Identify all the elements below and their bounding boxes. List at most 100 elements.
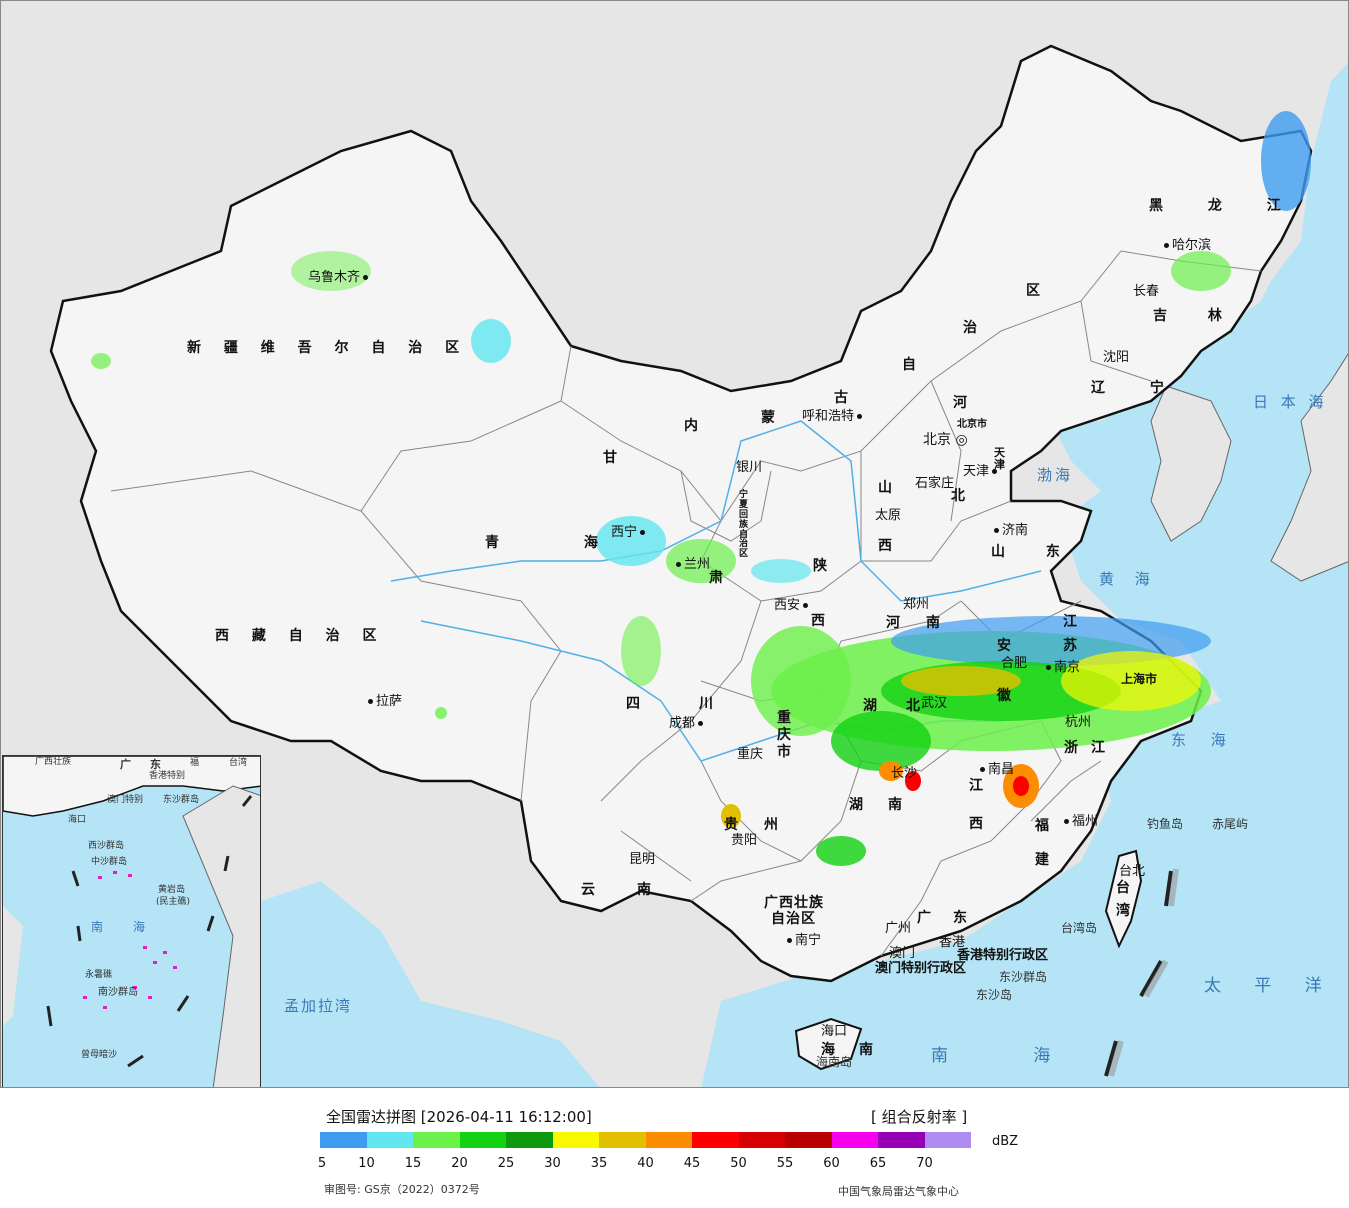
island-label: 台湾岛 xyxy=(1061,921,1098,935)
province-label: 徽 xyxy=(997,688,1020,704)
maritime-boundary-gray xyxy=(1108,868,1179,1077)
city-label: 西安 xyxy=(774,599,811,612)
city-label: 成都 xyxy=(669,717,706,730)
color-swatch xyxy=(459,1132,506,1148)
city-label: 哈尔滨 xyxy=(1161,239,1211,252)
city-label: 南京 xyxy=(1043,661,1080,674)
scale-unit: dBZ xyxy=(992,1134,1019,1149)
sea-label: 南 海 xyxy=(931,1046,1091,1066)
province-label: 辽 宁 xyxy=(1091,380,1184,396)
inset-label: 东 xyxy=(150,758,161,771)
province-label: 青 海 xyxy=(485,535,638,551)
scale-tick-label: 40 xyxy=(637,1156,654,1171)
island-label: 赤尾屿 xyxy=(1212,817,1249,831)
korea-peninsula xyxy=(1150,385,1232,542)
inset-label: 广 xyxy=(120,758,131,771)
special-region-label: 澳门特别行政区 xyxy=(875,961,967,976)
japan xyxy=(1270,353,1348,582)
province-label: 海 xyxy=(821,1042,844,1058)
color-swatch xyxy=(413,1132,460,1148)
province-label: 区 xyxy=(1026,283,1049,299)
data-credit: 中国气象局雷达气象中心 xyxy=(838,1185,959,1198)
province-label: 吉 林 xyxy=(1153,308,1240,324)
city-label: 长春 xyxy=(1133,284,1160,299)
map-approval-number: 审图号: GS京（2022）0372号 xyxy=(324,1183,480,1196)
sea-label: 东 海 xyxy=(1171,731,1236,749)
province-label: 内 xyxy=(684,418,707,434)
province-label: 西 xyxy=(969,816,992,832)
color-swatch xyxy=(785,1132,832,1148)
inset-label: 东沙群岛 xyxy=(163,795,200,805)
island-label: 东沙岛 xyxy=(976,988,1013,1002)
inset-label: 曾母暗沙 xyxy=(81,1050,118,1060)
province-label: 上海市 xyxy=(1121,672,1158,686)
inset-label: 永暑礁 xyxy=(85,970,113,980)
city-label: 武汉 xyxy=(921,696,948,711)
inset-label: 黄岩岛 xyxy=(158,885,186,895)
city-label: 澳门 xyxy=(889,946,916,961)
city-label: 太原 xyxy=(875,508,902,523)
province-label: 广 xyxy=(917,910,940,926)
inset-canvas xyxy=(3,756,260,1087)
island-label: 钓鱼岛 xyxy=(1147,817,1184,831)
city-label: 银川 xyxy=(736,460,763,475)
province-label: 湾 xyxy=(1116,903,1139,919)
city-label: 南宁 xyxy=(784,934,821,947)
color-swatch xyxy=(738,1132,785,1148)
color-swatch xyxy=(366,1132,413,1148)
city-label: 重庆 xyxy=(737,747,764,762)
province-label: 北 xyxy=(951,488,974,504)
island-label: 海南岛 xyxy=(816,1055,853,1069)
inset-label: 海 xyxy=(133,920,146,934)
scale-tick-label: 65 xyxy=(869,1156,887,1171)
province-label: 自治区 xyxy=(771,911,816,927)
province-label: 新 疆 维 吾 尔 自 治 区 xyxy=(187,340,469,356)
color-swatch xyxy=(320,1132,367,1148)
province-label: 古 xyxy=(834,390,857,406)
province-label: 宁夏回族自治区 xyxy=(739,490,749,560)
color-scale-bar xyxy=(320,1132,971,1148)
inset-label: 西沙群岛 xyxy=(88,841,125,851)
province-label: 自 xyxy=(902,357,925,373)
city-label: 呼和浩特 xyxy=(802,410,865,423)
radar-map[interactable]: 新 疆 维 吾 尔 自 治 区 西 藏 自 治 区 青 海 甘 肃 内 蒙 古 … xyxy=(0,0,1349,1088)
province-label: 北 xyxy=(906,698,929,714)
scale-tick-label: 45 xyxy=(683,1156,701,1171)
color-swatch xyxy=(552,1132,599,1148)
product-name: [ 组合反射率 ] xyxy=(871,1108,968,1126)
province-label: 山 xyxy=(878,480,901,496)
province-label: 广西壮族 xyxy=(764,895,824,911)
province-label: 江 xyxy=(1091,740,1114,756)
inset-label: 南 xyxy=(91,920,104,934)
province-label: 川 xyxy=(699,696,722,712)
city-label: 郑州 xyxy=(903,597,930,612)
inset-label: 海口 xyxy=(68,815,87,825)
color-swatch xyxy=(599,1132,646,1148)
province-label: 云 xyxy=(581,882,604,898)
province-label: 东 xyxy=(953,910,976,926)
city-label: 海口 xyxy=(821,1024,848,1039)
city-label: 台北 xyxy=(1119,864,1146,879)
province-label: 江 xyxy=(1063,614,1086,630)
province-label: 苏 xyxy=(1063,638,1086,654)
city-label: 合肥 xyxy=(1001,656,1028,671)
province-label: 湖 xyxy=(849,797,872,813)
sea-area-west xyxy=(261,881,600,1087)
province-label: 河 xyxy=(886,615,909,631)
city-label: 沈阳 xyxy=(1103,350,1130,365)
city-label: 西宁 xyxy=(611,526,648,539)
city-label: 昆明 xyxy=(629,852,656,867)
city-label: 南昌 xyxy=(977,763,1014,776)
color-swatch xyxy=(924,1132,971,1148)
color-swatch xyxy=(692,1132,739,1148)
province-label: 西 藏 自 治 区 xyxy=(215,628,386,644)
city-label: 长沙 xyxy=(891,766,918,781)
province-label: 江 xyxy=(969,778,992,794)
scale-tick-label: 55 xyxy=(776,1156,794,1171)
sea-label: 渤海 xyxy=(1037,466,1074,484)
scale-tick-label: 50 xyxy=(730,1156,747,1171)
south-china-sea-inset: 广西壮族 广 东 福 台湾 香港特别 澳门特别 东沙群岛 海口 西沙群岛 中沙群… xyxy=(2,755,261,1087)
legend-panel xyxy=(0,1088,1349,1208)
province-label: 南 xyxy=(926,615,949,631)
color-swatch xyxy=(878,1132,925,1148)
